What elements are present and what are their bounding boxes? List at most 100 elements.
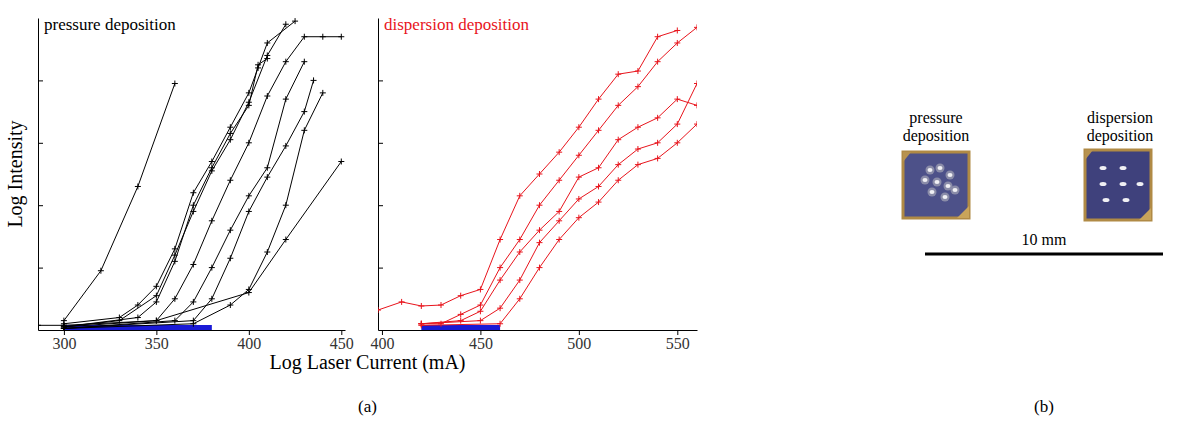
series-marker bbox=[556, 177, 562, 183]
series-marker bbox=[264, 165, 270, 171]
y-axis bbox=[378, 19, 383, 331]
scale-bar bbox=[925, 253, 1163, 256]
x-axis: 300350400450 bbox=[39, 330, 354, 352]
series-marker bbox=[536, 265, 542, 271]
series-marker bbox=[283, 143, 289, 149]
spot bbox=[930, 190, 935, 194]
sample-substrate bbox=[1085, 150, 1151, 220]
series-marker bbox=[311, 77, 317, 83]
series-marker bbox=[227, 255, 233, 261]
sample-label: pressuredeposition bbox=[903, 109, 970, 145]
sample bbox=[903, 152, 969, 218]
series-marker bbox=[517, 277, 523, 283]
spot-halo bbox=[936, 164, 945, 173]
scale-bar-label: 10 mm bbox=[1022, 231, 1067, 248]
series-marker bbox=[635, 146, 641, 152]
spot bbox=[1120, 182, 1127, 186]
series-marker bbox=[497, 305, 503, 311]
y-tick bbox=[38, 143, 43, 144]
spot-halo bbox=[921, 176, 930, 185]
series-marker bbox=[209, 218, 215, 224]
x-tick-label: 450 bbox=[469, 335, 493, 352]
series-marker bbox=[615, 137, 621, 143]
series-marker bbox=[246, 102, 252, 108]
spot bbox=[953, 188, 958, 192]
series-marker bbox=[283, 21, 289, 27]
sample-corner bbox=[1085, 150, 1093, 160]
series-marker bbox=[227, 177, 233, 183]
series-marker bbox=[338, 34, 344, 40]
y-tick-mark bbox=[38, 205, 43, 206]
series-marker bbox=[556, 218, 562, 224]
series-line bbox=[38, 162, 341, 326]
panel-label: (b) bbox=[1034, 397, 1054, 416]
series-marker bbox=[153, 318, 159, 324]
series-marker bbox=[576, 174, 582, 180]
series-line bbox=[64, 80, 314, 328]
series-marker bbox=[635, 84, 641, 90]
series-marker bbox=[190, 261, 196, 267]
series-marker bbox=[596, 165, 602, 171]
panel: 300350400450pressure deposition bbox=[35, 15, 354, 352]
series-marker bbox=[227, 130, 233, 136]
series-marker bbox=[694, 24, 697, 30]
series-marker bbox=[655, 140, 661, 146]
spot-halo bbox=[926, 166, 935, 175]
series-marker bbox=[674, 96, 680, 102]
sample-corner bbox=[903, 152, 911, 162]
series-marker bbox=[227, 124, 233, 130]
x-axis-line bbox=[379, 330, 698, 331]
series-marker bbox=[477, 308, 483, 314]
series-line bbox=[64, 93, 323, 329]
series-marker bbox=[655, 34, 661, 40]
series-marker bbox=[576, 196, 582, 202]
series-marker bbox=[517, 249, 523, 255]
x-axis-line bbox=[39, 330, 346, 331]
series-marker bbox=[172, 258, 178, 264]
plot-area bbox=[38, 18, 344, 330]
y-tick bbox=[378, 268, 383, 269]
spot bbox=[1100, 166, 1107, 170]
spot bbox=[928, 168, 933, 172]
series-marker bbox=[320, 34, 326, 40]
x-tick-label: 450 bbox=[330, 335, 354, 352]
x-tick: 550 bbox=[666, 330, 690, 352]
series-marker bbox=[576, 215, 582, 221]
series-marker bbox=[301, 59, 307, 65]
series-line bbox=[64, 84, 175, 321]
y-tick bbox=[378, 205, 383, 206]
x-tick-label: 400 bbox=[370, 335, 394, 352]
series-marker bbox=[615, 102, 621, 108]
series-marker bbox=[674, 27, 680, 33]
series-marker bbox=[399, 299, 405, 305]
series-marker bbox=[172, 318, 178, 324]
series-line bbox=[64, 21, 295, 324]
y-axis-title: Log Intensity bbox=[4, 120, 27, 227]
series-marker bbox=[190, 190, 196, 196]
series-marker bbox=[497, 265, 503, 271]
series-line bbox=[64, 62, 304, 329]
series-marker bbox=[536, 171, 542, 177]
series-marker bbox=[61, 322, 67, 328]
series-marker bbox=[458, 311, 464, 317]
series-marker bbox=[694, 121, 697, 127]
x-tick-mark bbox=[341, 330, 342, 335]
series-marker bbox=[576, 152, 582, 158]
series-marker bbox=[283, 202, 289, 208]
series-marker bbox=[517, 296, 523, 302]
series-marker bbox=[246, 290, 252, 296]
y-tick bbox=[38, 268, 43, 269]
series-marker bbox=[497, 277, 503, 283]
x-tick-mark bbox=[579, 330, 580, 335]
y-tick-mark bbox=[378, 268, 383, 269]
series-marker bbox=[536, 240, 542, 246]
series-marker bbox=[301, 109, 307, 115]
series-marker bbox=[227, 302, 233, 308]
x-tick-mark bbox=[156, 330, 157, 335]
series-marker bbox=[517, 237, 523, 243]
series-marker bbox=[556, 208, 562, 214]
x-tick-label: 400 bbox=[237, 335, 261, 352]
panel-title: pressure deposition bbox=[44, 15, 176, 34]
series-marker bbox=[190, 321, 196, 327]
series-marker bbox=[694, 81, 697, 87]
